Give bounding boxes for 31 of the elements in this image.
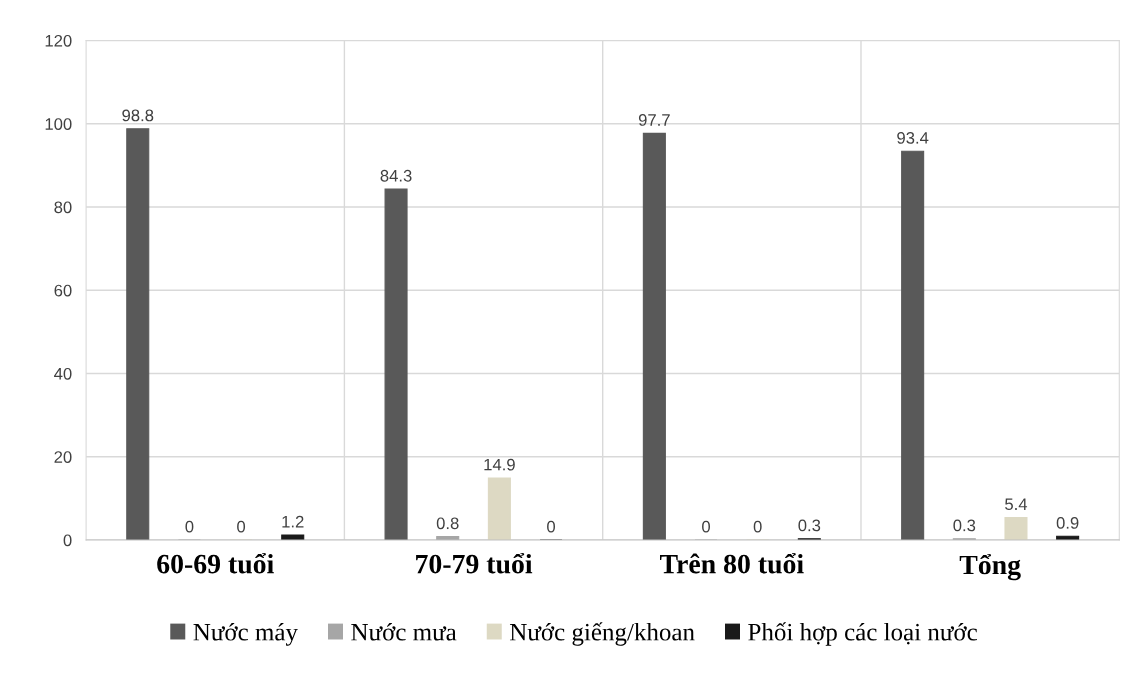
data-label: 0.8 xyxy=(436,517,459,530)
data-label: 93.4 xyxy=(897,131,929,144)
data-label: 0 xyxy=(753,520,762,533)
x-tick-label: 60-69 tuổi xyxy=(157,552,274,574)
data-label: 0 xyxy=(185,520,194,533)
legend-label: Nước giếng/khoan xyxy=(509,622,695,646)
x-tick-label: 70-79 tuổi xyxy=(416,552,533,574)
y-tick-label: 20 xyxy=(54,451,72,463)
data-label: 98.8 xyxy=(122,109,154,122)
y-tick-label: 80 xyxy=(54,201,72,214)
data-label: 0 xyxy=(237,520,246,533)
data-label: 0.3 xyxy=(798,519,821,532)
data-label: 0 xyxy=(702,520,710,533)
data-label: 0.9 xyxy=(1056,516,1079,529)
y-tick-label: 0 xyxy=(63,534,72,547)
legend-label: Nước mưa xyxy=(351,622,457,641)
y-tick-label: 60 xyxy=(54,284,72,297)
data-label: 0.3 xyxy=(953,519,976,532)
legend-label: Phối hợp các loại nước xyxy=(748,622,977,646)
data-label: 14.9 xyxy=(484,458,515,471)
y-tick-label: 120 xyxy=(45,34,72,47)
legend-label: Nước máy xyxy=(193,622,298,646)
x-tick-label: Trên 80 tuổi xyxy=(660,552,804,574)
data-label: 97.7 xyxy=(638,114,670,126)
y-tick-label: 100 xyxy=(45,118,72,130)
data-label: 1.2 xyxy=(282,515,304,528)
data-label: 0 xyxy=(547,520,556,533)
data-label: 5.4 xyxy=(1005,498,1028,511)
y-tick-label: 40 xyxy=(54,367,72,380)
data-label: 84.3 xyxy=(380,169,412,182)
x-tick-label: Tổng xyxy=(959,553,1021,581)
